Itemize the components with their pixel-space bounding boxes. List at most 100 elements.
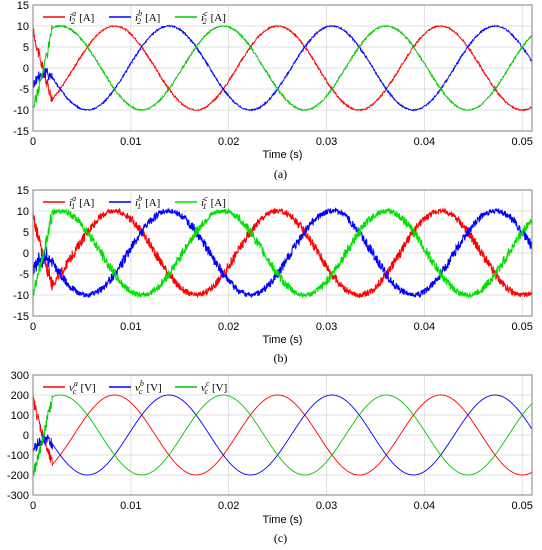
- y-tick-label: -5: [19, 84, 29, 96]
- y-tick-label: -15: [13, 126, 29, 138]
- y-tick-label: 5: [23, 227, 29, 239]
- legend: ia 1 [A] ib 1 [A] ic 1 [A]: [43, 194, 226, 211]
- x-axis-label: Time (s): [263, 149, 303, 161]
- legend-subscript: 2: [137, 17, 141, 26]
- legend: va c [V] vb c [V] vc c [V]: [43, 379, 227, 396]
- x-tick-label: 0.04: [414, 136, 435, 148]
- x-tick-label: 0: [30, 321, 36, 333]
- plot-frame: [32, 189, 533, 317]
- legend-symbol: i: [201, 197, 204, 209]
- legend-superscript: a: [72, 194, 76, 203]
- legend-unit: [A]: [79, 197, 94, 209]
- legend-superscript: c: [206, 379, 210, 388]
- y-tick-label: 300: [11, 370, 29, 382]
- series-line-b: [33, 394, 532, 476]
- x-tick-label: 0.04: [414, 321, 435, 333]
- series-line-a: [33, 207, 532, 299]
- legend-entry: va c [V]: [69, 379, 96, 396]
- x-tick-label: 0.02: [218, 500, 239, 512]
- y-tick-label: 5: [23, 42, 29, 54]
- legend: ia 2 [A] ib 2 [A] ic 2 [A]: [43, 9, 226, 26]
- x-axis-label: Time (s): [263, 334, 303, 346]
- x-tick-label: 0.01: [120, 136, 141, 148]
- plot-frame: [32, 374, 533, 496]
- legend-superscript: a: [74, 379, 78, 388]
- series-line-c: [33, 207, 532, 300]
- legend-unit: [A]: [79, 12, 94, 24]
- legend-subscript: c: [204, 387, 208, 396]
- legend-subscript: 1: [71, 202, 75, 211]
- legend-subscript: 1: [137, 202, 141, 211]
- legend-superscript: b: [140, 379, 144, 388]
- x-tick-label: 0.04: [414, 500, 435, 512]
- x-tick-label: 0.01: [120, 500, 141, 512]
- legend-symbol: i: [201, 12, 204, 24]
- legend-subscript: 2: [71, 17, 75, 26]
- y-tick-label: -100: [7, 450, 29, 462]
- legend-symbol: v: [135, 382, 140, 394]
- y-tick-label: -15: [13, 311, 29, 323]
- y-tick-label: 0: [23, 430, 29, 442]
- legend-unit: [A]: [145, 12, 160, 24]
- legend-symbol: i: [69, 12, 72, 24]
- legend-symbol: i: [69, 197, 72, 209]
- y-tick-label: -200: [7, 470, 29, 482]
- legend-symbol: v: [201, 382, 206, 394]
- y-tick-label: -10: [13, 290, 29, 302]
- legend-unit: [V]: [146, 382, 161, 394]
- y-tick-label: 100: [11, 410, 29, 422]
- series-line-b: [33, 24, 532, 112]
- y-tick-label: -10: [13, 105, 29, 117]
- x-axis-label: Time (s): [263, 514, 303, 526]
- legend-superscript: b: [138, 9, 142, 18]
- panel-caption: (a): [274, 167, 287, 181]
- legend-symbol: i: [135, 197, 138, 209]
- legend-entry: ib 2 [A]: [135, 9, 160, 26]
- legend-subscript: 1: [203, 202, 207, 211]
- legend-symbol: i: [135, 12, 138, 24]
- legend-superscript: b: [138, 194, 142, 203]
- y-tick-label: 200: [11, 390, 29, 402]
- legend-superscript: a: [72, 9, 76, 18]
- x-tick-label: 0.01: [120, 321, 141, 333]
- legend-entry: vb c [V]: [135, 379, 162, 396]
- x-tick-label: 0.05: [512, 321, 533, 333]
- legend-unit: [A]: [211, 197, 226, 209]
- legend-symbol: v: [69, 382, 74, 394]
- y-tick-label: 0: [23, 63, 29, 75]
- legend-superscript: c: [204, 9, 208, 18]
- legend-unit: [V]: [212, 382, 227, 394]
- y-tick-label: 10: [17, 206, 29, 218]
- x-tick-label: 0.05: [512, 136, 533, 148]
- legend-subscript: c: [73, 387, 77, 396]
- series-line-c: [33, 394, 532, 476]
- legend-entry: ia 2 [A]: [69, 9, 94, 26]
- y-tick-label: 0: [23, 248, 29, 260]
- legend-subscript: c: [139, 387, 143, 396]
- x-tick-label: 0.05: [512, 500, 533, 512]
- x-tick-label: 0.03: [316, 136, 337, 148]
- panel-caption: (b): [274, 351, 288, 365]
- x-tick-label: 0: [30, 500, 36, 512]
- y-tick-label: 15: [17, 0, 29, 12]
- y-tick-label: 15: [17, 185, 29, 197]
- legend-unit: [A]: [145, 197, 160, 209]
- legend-unit: [A]: [211, 12, 226, 24]
- legend-entry: vc c [V]: [201, 379, 227, 396]
- legend-superscript: c: [204, 194, 208, 203]
- legend-unit: [V]: [80, 382, 95, 394]
- legend-entry: ib 1 [A]: [135, 194, 160, 211]
- series-line-b: [33, 207, 532, 299]
- series-line-c: [33, 24, 532, 112]
- x-tick-label: 0.03: [316, 500, 337, 512]
- y-tick-label: -300: [7, 490, 29, 502]
- y-tick-label: 10: [17, 21, 29, 33]
- panel-caption: (c): [274, 531, 287, 545]
- series-line-a: [33, 24, 532, 112]
- x-tick-label: 0: [30, 136, 36, 148]
- series-line-a: [33, 393, 532, 476]
